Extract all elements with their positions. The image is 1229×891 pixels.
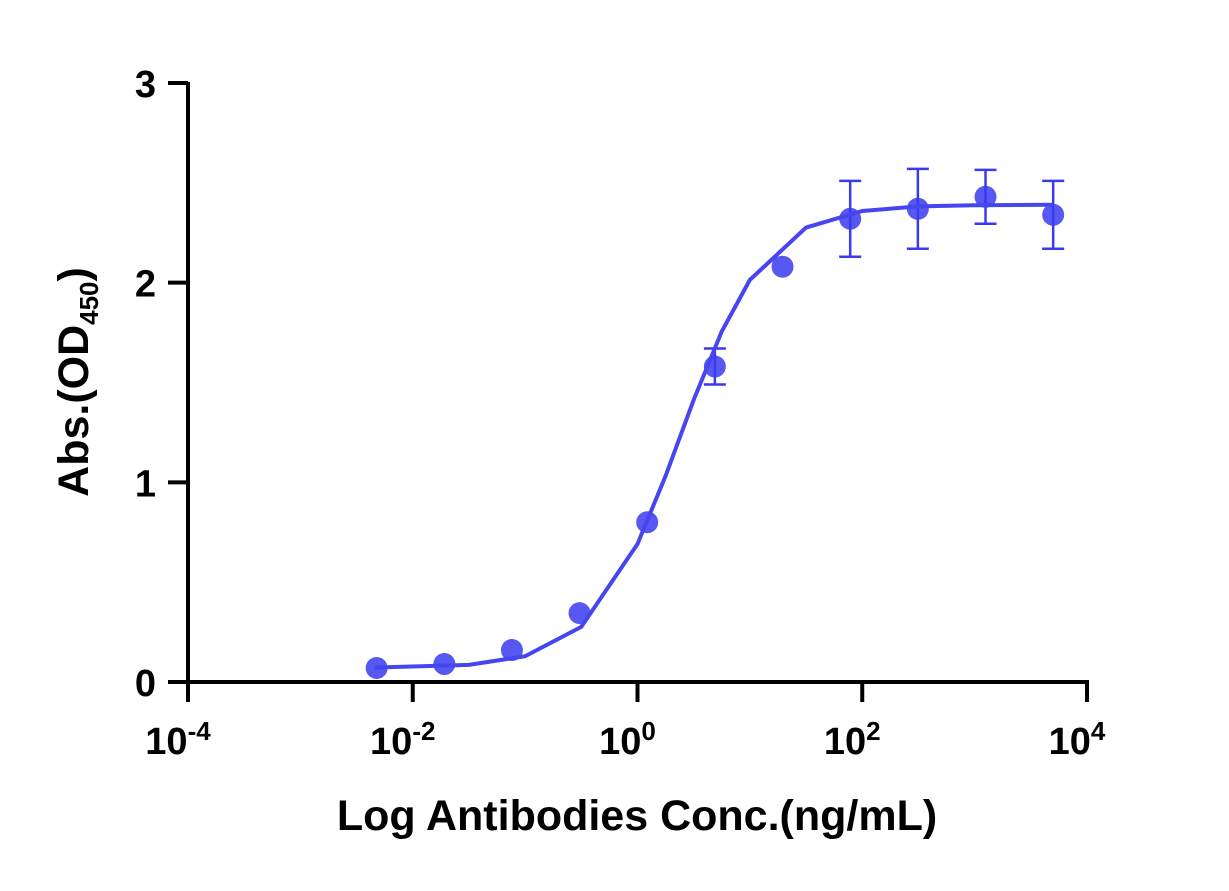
x-tick-label: 10-2: [370, 716, 435, 763]
data-point: [974, 185, 997, 208]
y-tick-label: 3: [135, 64, 156, 106]
data-point: [771, 255, 794, 278]
data-point: [1042, 203, 1065, 226]
x-tick-exponent: 2: [866, 716, 880, 746]
y-axis-title: Abs.(OD450): [50, 267, 104, 497]
y-tick-label: 1: [135, 463, 156, 505]
x-tick-label: 102: [824, 716, 881, 763]
x-axis-title: Log Antibodies Conc.(ng/mL): [337, 792, 937, 840]
x-tick-base: 10: [599, 721, 641, 763]
x-tick-label: 100: [599, 716, 656, 763]
fit-curve: [374, 202, 1054, 670]
y-tick-label: 2: [135, 264, 156, 306]
x-tick-exponent: 4: [1091, 716, 1106, 746]
x-tick-base: 10: [1049, 721, 1091, 763]
y-axis-title-sub: 450: [74, 281, 104, 324]
x-tick-base: 10: [145, 721, 187, 763]
x-tick-exponent: -2: [412, 716, 435, 746]
x-tick-label: 104: [1049, 716, 1106, 763]
x-tick-base: 10: [824, 721, 866, 763]
y-axis-title-main: Abs.(OD: [50, 325, 98, 497]
x-tick-exponent: 0: [641, 716, 655, 746]
x-tick-label: 10-4: [145, 716, 211, 763]
y-tick-label: 0: [135, 663, 156, 705]
x-tick-base: 10: [370, 721, 412, 763]
data-point: [906, 197, 929, 220]
y-axis-title-end: ): [50, 267, 98, 281]
x-tick-exponent: -4: [188, 716, 212, 746]
